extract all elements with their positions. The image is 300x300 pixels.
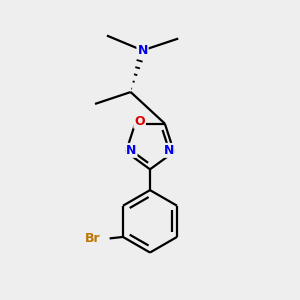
Text: N: N bbox=[164, 144, 174, 157]
Text: N: N bbox=[137, 44, 148, 57]
Text: O: O bbox=[134, 115, 145, 128]
Text: N: N bbox=[126, 144, 136, 157]
Text: Br: Br bbox=[85, 232, 101, 245]
